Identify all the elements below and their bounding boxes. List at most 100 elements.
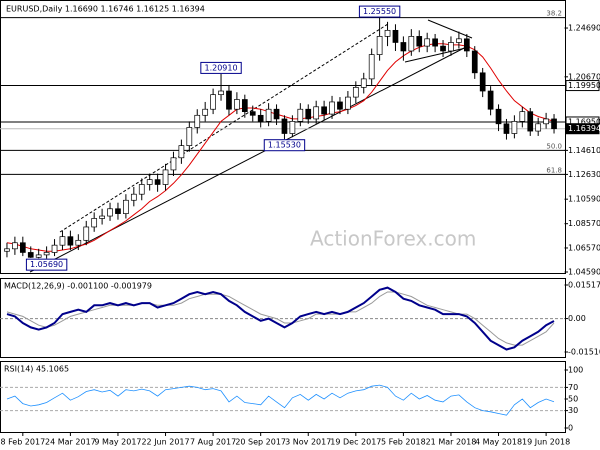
candle-body bbox=[543, 118, 549, 125]
candle-body bbox=[43, 252, 50, 256]
candle-body bbox=[416, 36, 423, 47]
candle-body bbox=[107, 208, 113, 217]
candle-body bbox=[59, 236, 66, 246]
y-tick-label: 0.00 bbox=[568, 314, 586, 323]
candle-body bbox=[368, 54, 375, 80]
y-tick-label: 1.14610 bbox=[568, 146, 600, 155]
candle-body bbox=[19, 242, 26, 253]
trendline bbox=[427, 19, 473, 39]
candle-body bbox=[487, 90, 494, 110]
indicator-line bbox=[6, 286, 555, 351]
main-frame bbox=[0, 0, 566, 274]
y-tick-label: 1.10590 bbox=[568, 195, 600, 204]
candle-body bbox=[186, 127, 193, 146]
y-tick-label: 0.015176 bbox=[568, 281, 600, 290]
y-tick-label: 0 bbox=[568, 424, 573, 433]
rsi-title: RSI(14) 45.1065 bbox=[4, 365, 69, 374]
candle-body bbox=[218, 90, 224, 96]
indicator-line bbox=[6, 291, 555, 346]
candle-body bbox=[313, 106, 320, 120]
annotation-label: 1.05690 bbox=[30, 260, 63, 269]
y-tick-label: 1.12630 bbox=[568, 170, 600, 179]
candle-body bbox=[551, 118, 557, 130]
x-tick-label: 7 Aug 2017 bbox=[190, 438, 236, 447]
x-tick-label: 8 Feb 2017 bbox=[0, 438, 45, 447]
annotation-label: 1.20910 bbox=[204, 63, 237, 72]
indicator-line bbox=[6, 384, 555, 416]
annotation-box bbox=[358, 5, 401, 18]
y-tick-label: 30 bbox=[568, 406, 578, 415]
candle-body bbox=[265, 108, 272, 122]
candle-body bbox=[91, 218, 98, 228]
candle-body bbox=[305, 108, 312, 120]
macd-frame bbox=[0, 278, 566, 358]
candle-body bbox=[527, 111, 534, 132]
fib-label: 61.8 bbox=[546, 166, 562, 174]
x-tick-label: 19 Jun 2018 bbox=[522, 438, 570, 447]
candle-body bbox=[115, 208, 121, 214]
candle-body bbox=[424, 38, 431, 47]
fib-label: 50.0 bbox=[546, 142, 562, 150]
candle-body bbox=[75, 239, 82, 246]
x-tick-label: 5 Feb 2018 bbox=[381, 438, 426, 447]
y-tick-label: 1.04590 bbox=[568, 268, 600, 277]
candle-body bbox=[471, 50, 478, 74]
candle-body bbox=[123, 199, 129, 214]
x-tick-label: 9 May 2017 bbox=[94, 438, 141, 447]
x-tick-label: 22 Jun 2017 bbox=[141, 438, 189, 447]
chart-title: EURUSD,Daily 1.16690 1.16746 1.16125 1.1… bbox=[6, 5, 205, 14]
candle-body bbox=[297, 108, 304, 122]
level-label: 1.16950 bbox=[568, 117, 600, 126]
candle-body bbox=[12, 242, 18, 250]
candle-body bbox=[479, 72, 486, 92]
candle-body bbox=[384, 29, 391, 37]
candle-body bbox=[360, 78, 367, 88]
candle-body bbox=[234, 99, 240, 110]
candle-body bbox=[535, 123, 542, 132]
candle-body bbox=[51, 244, 58, 253]
candle-body bbox=[273, 108, 280, 120]
candle-body bbox=[194, 114, 201, 128]
candle-body bbox=[495, 108, 502, 125]
candle-body bbox=[376, 36, 383, 55]
candle-body bbox=[503, 123, 510, 134]
candle-body bbox=[329, 101, 335, 115]
annotation-box bbox=[200, 61, 242, 74]
x-tick-label: 19 Dec 2017 bbox=[330, 438, 381, 447]
y-tick-label: 70 bbox=[568, 383, 578, 392]
level-tag bbox=[565, 80, 600, 92]
candle-body bbox=[456, 38, 462, 43]
y-tick-label: 1.08570 bbox=[568, 219, 600, 228]
trendline bbox=[404, 46, 471, 63]
candle-body bbox=[170, 157, 177, 171]
candle-body bbox=[519, 111, 526, 122]
candle-body bbox=[289, 121, 296, 134]
y-tick-label: -0.015109 bbox=[568, 348, 600, 357]
annotation-label: 1.15530 bbox=[268, 141, 301, 150]
x-tick-label: 20 Sep 2017 bbox=[235, 438, 286, 447]
candle-body bbox=[35, 254, 42, 258]
candle-body bbox=[440, 45, 446, 52]
candle-body bbox=[400, 42, 407, 52]
trendline bbox=[29, 45, 469, 273]
y-tick-label: 100 bbox=[568, 366, 583, 375]
fib-label: 38.2 bbox=[546, 10, 562, 18]
x-tick-label: 24 Mar 2017 bbox=[45, 438, 96, 447]
watermark: ActionForex.com bbox=[310, 227, 476, 251]
candle-body bbox=[392, 29, 399, 43]
y-tick-label: 1.20670 bbox=[568, 72, 600, 81]
x-tick-label: 21 Mar 2018 bbox=[426, 438, 477, 447]
candle-body bbox=[241, 99, 248, 113]
candle-body bbox=[178, 145, 185, 159]
indicator-line bbox=[6, 43, 555, 252]
candle-body bbox=[27, 252, 34, 258]
level-tag bbox=[565, 123, 600, 135]
candle-body bbox=[154, 179, 161, 185]
candle-body bbox=[432, 38, 438, 47]
candle-body bbox=[448, 42, 454, 52]
candle-body bbox=[146, 179, 153, 185]
y-tick-label: 1.06570 bbox=[568, 243, 600, 252]
macd-title: MACD(12,26,9) -0.001100 -0.001979 bbox=[4, 282, 152, 291]
